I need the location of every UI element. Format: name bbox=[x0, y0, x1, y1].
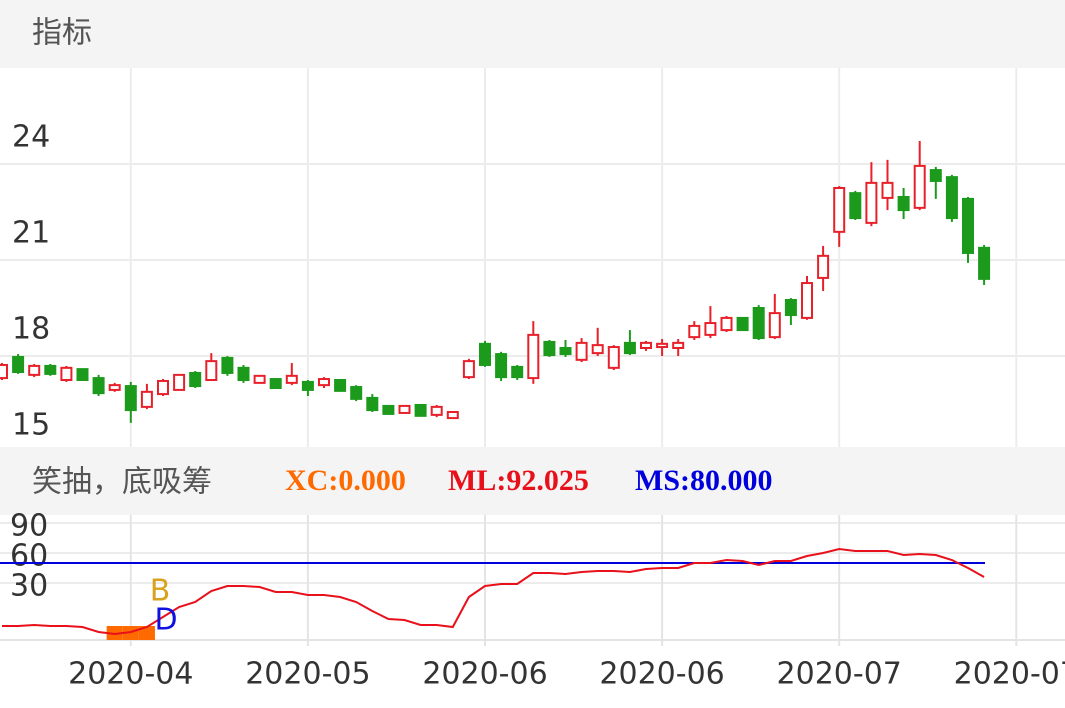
candle-body bbox=[28, 364, 41, 376]
candle-body bbox=[124, 385, 137, 412]
candle-body bbox=[318, 378, 330, 387]
candle-body bbox=[623, 341, 636, 355]
candle-body bbox=[269, 378, 282, 390]
x-tick-label: 2020-07 bbox=[777, 657, 902, 692]
candle-body bbox=[897, 195, 910, 212]
candle-body bbox=[12, 355, 25, 373]
candle-body bbox=[301, 380, 314, 391]
header-title: 指标 bbox=[32, 16, 92, 51]
indicator-readout: ML:92.025 bbox=[448, 464, 589, 497]
candle-body bbox=[237, 366, 250, 381]
y-tick-label: 18 bbox=[12, 312, 50, 347]
xc-bar bbox=[138, 626, 155, 640]
indicator-readout: MS:80.000 bbox=[635, 464, 773, 497]
y-tick-label: 21 bbox=[12, 216, 50, 251]
candle-body bbox=[479, 342, 491, 366]
candle-body bbox=[189, 371, 202, 388]
candle-body bbox=[60, 366, 73, 381]
candle-body bbox=[543, 340, 556, 357]
candle-body bbox=[768, 312, 781, 339]
candle-body bbox=[704, 322, 717, 336]
candle-body bbox=[414, 403, 427, 417]
y-tick-label: 60 bbox=[10, 539, 48, 574]
header-bar bbox=[0, 0, 1065, 68]
candle-body bbox=[157, 379, 169, 396]
candle-body bbox=[801, 282, 813, 319]
candle-body bbox=[817, 254, 830, 279]
y-tick-label: 15 bbox=[12, 408, 50, 443]
candle-body bbox=[511, 365, 524, 379]
y-tick-label: 90 bbox=[10, 509, 48, 544]
candle-body bbox=[285, 374, 298, 384]
candle-body bbox=[688, 324, 701, 339]
x-tick-label: 2020-05 bbox=[245, 657, 370, 692]
x-tick-label: 2020-07 bbox=[954, 657, 1065, 692]
y-tick-label: 24 bbox=[12, 120, 50, 155]
candle-body bbox=[784, 299, 797, 317]
candle-body bbox=[575, 341, 588, 361]
candle-body bbox=[221, 356, 234, 374]
candle-body bbox=[446, 411, 459, 420]
candle-body bbox=[945, 176, 958, 220]
candle-body bbox=[559, 347, 572, 356]
candle-body bbox=[833, 187, 846, 233]
x-tick-label: 2020-04 bbox=[68, 657, 193, 692]
candle-body bbox=[929, 169, 942, 182]
candle-body bbox=[398, 404, 411, 414]
candle-body bbox=[0, 363, 8, 380]
candle-body bbox=[527, 333, 540, 380]
candle-body bbox=[334, 379, 347, 392]
ml-line bbox=[2, 547, 985, 636]
candle-body bbox=[591, 344, 604, 355]
candle-body bbox=[205, 360, 218, 381]
annotation: B bbox=[150, 574, 171, 609]
candle-body bbox=[140, 390, 153, 408]
candle-body bbox=[350, 386, 363, 400]
candle-body bbox=[640, 341, 652, 350]
y-tick-label: 30 bbox=[10, 569, 48, 604]
candle-body bbox=[92, 377, 105, 395]
candle-body bbox=[849, 192, 862, 220]
candle-body bbox=[366, 396, 379, 412]
candle-body bbox=[865, 181, 878, 224]
indicator-title: 笑抽，底吸筹 bbox=[32, 465, 212, 500]
x-tick-label: 2020-06 bbox=[599, 657, 724, 692]
candle-body bbox=[430, 405, 443, 416]
candle-body bbox=[752, 307, 765, 340]
candle-body bbox=[736, 316, 749, 332]
candle-body bbox=[672, 341, 685, 350]
candle-body bbox=[253, 374, 266, 384]
candle-body bbox=[44, 364, 57, 375]
x-tick-label: 2020-06 bbox=[422, 657, 547, 692]
candle-body bbox=[382, 404, 395, 415]
annotation: D bbox=[154, 603, 177, 638]
candle-body bbox=[962, 197, 974, 254]
candle-body bbox=[913, 164, 926, 209]
candle-body bbox=[76, 368, 89, 381]
indicator-bar bbox=[0, 447, 1065, 515]
indicator-readout: XC:0.000 bbox=[285, 464, 406, 497]
candle-body bbox=[978, 246, 991, 280]
candle-body bbox=[108, 384, 121, 391]
candle-body bbox=[462, 360, 475, 379]
candle-body bbox=[495, 353, 508, 379]
candle-body bbox=[607, 346, 620, 369]
candle-body bbox=[656, 342, 669, 349]
candle-panel: 24 21 18 15 bbox=[0, 68, 1065, 453]
candle-body bbox=[881, 181, 894, 199]
candle-body bbox=[720, 316, 733, 332]
candle-body bbox=[173, 373, 186, 391]
